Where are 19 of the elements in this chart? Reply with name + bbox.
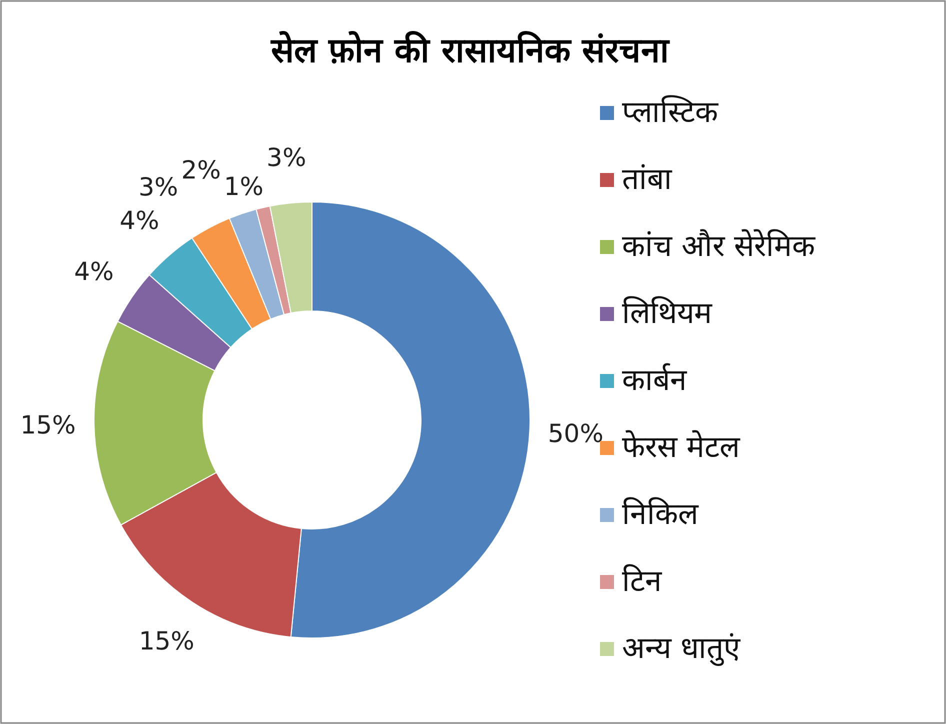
data-label: 3% [138,172,178,202]
legend-label: टिन [622,564,663,599]
legend-label: लिथियम [622,296,713,331]
legend-label: कार्बन [622,363,688,398]
legend-label: अन्य धातुएं [622,631,742,667]
legend-label: तांबा [622,162,673,197]
data-label: 3% [266,143,306,172]
chart-title: सेल फ़ोन की रासायनिक संरचना [270,30,670,71]
legend-label: फेरस मेटल [622,430,741,465]
legend-label: निकिल [622,497,699,532]
data-label: 4% [74,257,114,286]
data-label: 4% [120,206,160,236]
legend-label: प्लास्टिक [622,95,719,130]
data-label: 15% [20,410,76,440]
data-label: 50% [548,418,604,448]
data-label: 15% [138,626,194,656]
data-label: 1% [224,172,264,202]
legend-label: कांच और सेरेमिक [622,229,816,264]
data-label: 2% [181,156,221,185]
